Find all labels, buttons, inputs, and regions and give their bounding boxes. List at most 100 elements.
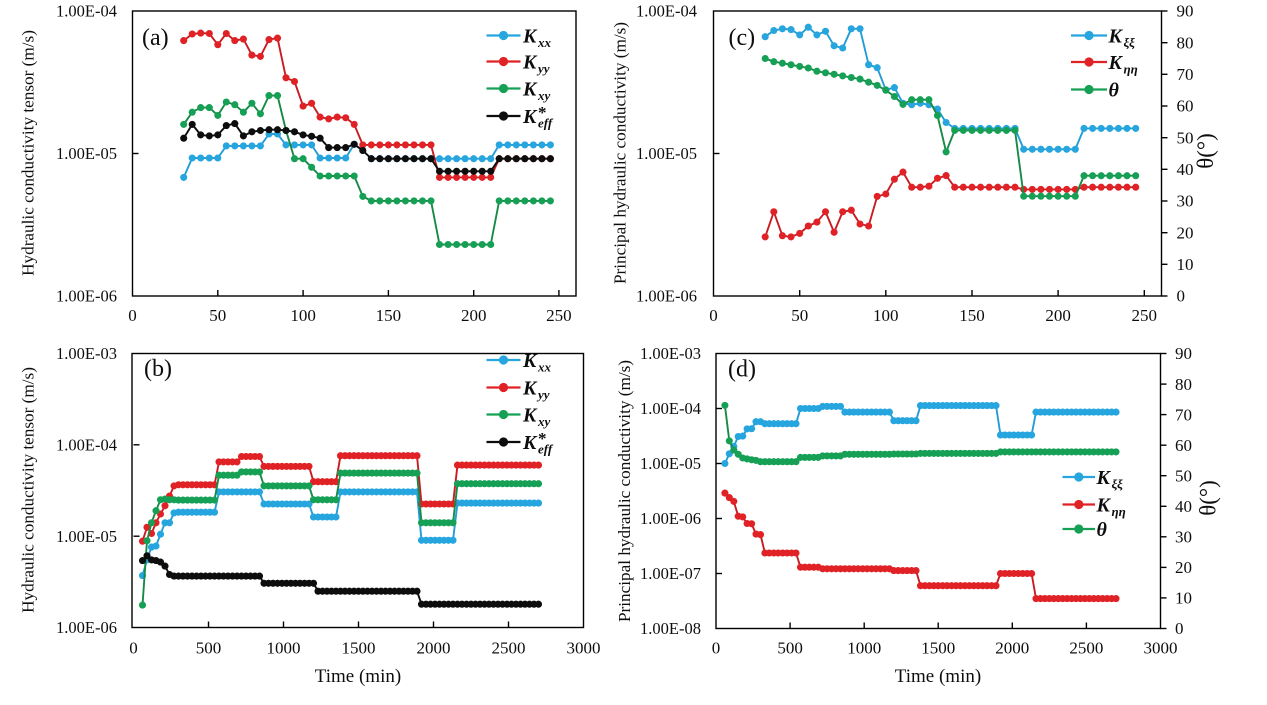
svg-text:0: 0 xyxy=(712,639,721,658)
svg-text:K: K xyxy=(522,432,538,454)
svg-text:*: * xyxy=(538,429,547,448)
svg-text:xx: xx xyxy=(537,360,552,375)
svg-text:3000: 3000 xyxy=(1144,639,1178,658)
svg-text:K: K xyxy=(522,52,538,74)
svg-text:100: 100 xyxy=(290,306,316,325)
svg-text:150: 150 xyxy=(376,306,402,325)
svg-text:K: K xyxy=(522,378,538,400)
svg-text:eff: eff xyxy=(538,116,554,131)
svg-text:50: 50 xyxy=(209,306,226,325)
svg-text:Principal hydraulic conductivi: Principal hydraulic conductivity (m/s) xyxy=(611,22,630,284)
svg-text:ξξ: ξξ xyxy=(1124,35,1136,50)
svg-text:1.00E-04: 1.00E-04 xyxy=(56,2,117,21)
svg-text:30: 30 xyxy=(1175,528,1192,547)
svg-text:30: 30 xyxy=(1177,192,1194,211)
svg-text:70: 70 xyxy=(1175,405,1192,424)
svg-text:250: 250 xyxy=(546,306,572,325)
svg-text:0: 0 xyxy=(128,306,137,325)
svg-text:1.00E-06: 1.00E-06 xyxy=(56,287,117,306)
svg-text:1.00E-04: 1.00E-04 xyxy=(56,435,117,454)
svg-text:K: K xyxy=(522,350,538,372)
svg-text:2500: 2500 xyxy=(1069,639,1103,658)
svg-text:Time (min): Time (min) xyxy=(315,666,401,687)
svg-text:1.00E-06: 1.00E-06 xyxy=(56,618,117,637)
svg-text:yy: yy xyxy=(536,387,550,402)
svg-text:500: 500 xyxy=(196,639,222,658)
svg-text:K: K xyxy=(522,106,538,128)
svg-text:θ(°): θ(°) xyxy=(1196,480,1221,516)
svg-text:1000: 1000 xyxy=(847,639,881,658)
svg-text:50: 50 xyxy=(1175,466,1192,485)
svg-text:60: 60 xyxy=(1177,97,1194,116)
svg-text:K: K xyxy=(522,405,538,427)
svg-text:10: 10 xyxy=(1175,589,1192,608)
svg-text:0: 0 xyxy=(129,639,138,658)
svg-text:1.00E-05: 1.00E-05 xyxy=(56,527,117,546)
svg-text:200: 200 xyxy=(461,306,487,325)
svg-text:K: K xyxy=(1108,52,1124,74)
svg-text:1.00E-05: 1.00E-05 xyxy=(640,454,701,473)
svg-text:250: 250 xyxy=(1132,306,1158,325)
svg-text:200: 200 xyxy=(1045,306,1071,325)
svg-text:70: 70 xyxy=(1177,65,1194,84)
svg-text:2000: 2000 xyxy=(417,639,451,658)
svg-text:Time (min): Time (min) xyxy=(895,666,981,687)
svg-text:(a): (a) xyxy=(142,25,169,51)
svg-text:60: 60 xyxy=(1175,436,1192,455)
svg-text:1500: 1500 xyxy=(342,639,376,658)
svg-text:2000: 2000 xyxy=(995,639,1029,658)
svg-text:K: K xyxy=(522,26,538,48)
svg-text:ξξ: ξξ xyxy=(1112,477,1124,492)
svg-text:90: 90 xyxy=(1177,2,1194,21)
svg-text:1.00E-03: 1.00E-03 xyxy=(56,344,117,363)
svg-text:1.00E-08: 1.00E-08 xyxy=(640,619,701,638)
svg-text:80: 80 xyxy=(1177,33,1194,52)
svg-text:0: 0 xyxy=(1177,287,1186,306)
svg-text:(b): (b) xyxy=(144,356,172,382)
svg-text:2500: 2500 xyxy=(492,639,526,658)
svg-text:80: 80 xyxy=(1175,375,1192,394)
svg-text:1.00E-04: 1.00E-04 xyxy=(636,2,697,21)
svg-text:40: 40 xyxy=(1177,160,1194,179)
svg-text:θ(°): θ(°) xyxy=(1193,133,1218,169)
svg-text:K: K xyxy=(1108,26,1124,48)
svg-text:10: 10 xyxy=(1177,255,1194,274)
svg-text:1500: 1500 xyxy=(921,639,955,658)
svg-text:Hydraulic conductivity tensor: Hydraulic conductivity tensor (m/s) xyxy=(19,367,38,613)
svg-text:(c): (c) xyxy=(729,25,756,51)
svg-text:1.00E-06: 1.00E-06 xyxy=(636,287,697,306)
svg-text:90: 90 xyxy=(1175,344,1192,363)
svg-text:150: 150 xyxy=(959,306,985,325)
svg-text:40: 40 xyxy=(1175,497,1192,516)
svg-text:xy: xy xyxy=(537,88,551,103)
svg-text:*: * xyxy=(538,103,547,122)
svg-text:1.00E-07: 1.00E-07 xyxy=(640,564,701,583)
svg-text:(d): (d) xyxy=(728,357,756,383)
svg-text:1.00E-05: 1.00E-05 xyxy=(56,144,117,163)
svg-text:Hydraulic conductivity tensor: Hydraulic conductivity tensor (m/s) xyxy=(19,30,38,276)
svg-text:ηη: ηη xyxy=(1112,504,1126,519)
svg-text:3000: 3000 xyxy=(567,639,601,658)
svg-text:xy: xy xyxy=(537,414,551,429)
svg-text:K: K xyxy=(1096,495,1112,517)
svg-text:θ: θ xyxy=(1109,80,1120,102)
svg-text:K: K xyxy=(1096,467,1112,489)
svg-text:θ: θ xyxy=(1097,519,1108,541)
svg-text:20: 20 xyxy=(1175,558,1192,577)
svg-text:0: 0 xyxy=(1175,619,1184,638)
svg-text:ηη: ηη xyxy=(1124,62,1138,77)
svg-text:Principal hydraulic conductivi: Principal hydraulic conductivity (m/s) xyxy=(615,360,634,622)
svg-text:1000: 1000 xyxy=(267,639,301,658)
svg-text:1.00E-04: 1.00E-04 xyxy=(640,399,701,418)
svg-text:xx: xx xyxy=(537,35,552,50)
svg-text:50: 50 xyxy=(1177,128,1194,147)
svg-text:0: 0 xyxy=(709,306,718,325)
svg-text:100: 100 xyxy=(873,306,899,325)
svg-text:1.00E-05: 1.00E-05 xyxy=(636,144,697,163)
svg-text:500: 500 xyxy=(777,639,803,658)
svg-text:1.00E-06: 1.00E-06 xyxy=(640,509,701,528)
svg-text:20: 20 xyxy=(1177,223,1194,242)
svg-text:eff: eff xyxy=(538,442,554,457)
svg-text:50: 50 xyxy=(791,306,808,325)
svg-text:K: K xyxy=(522,79,538,101)
